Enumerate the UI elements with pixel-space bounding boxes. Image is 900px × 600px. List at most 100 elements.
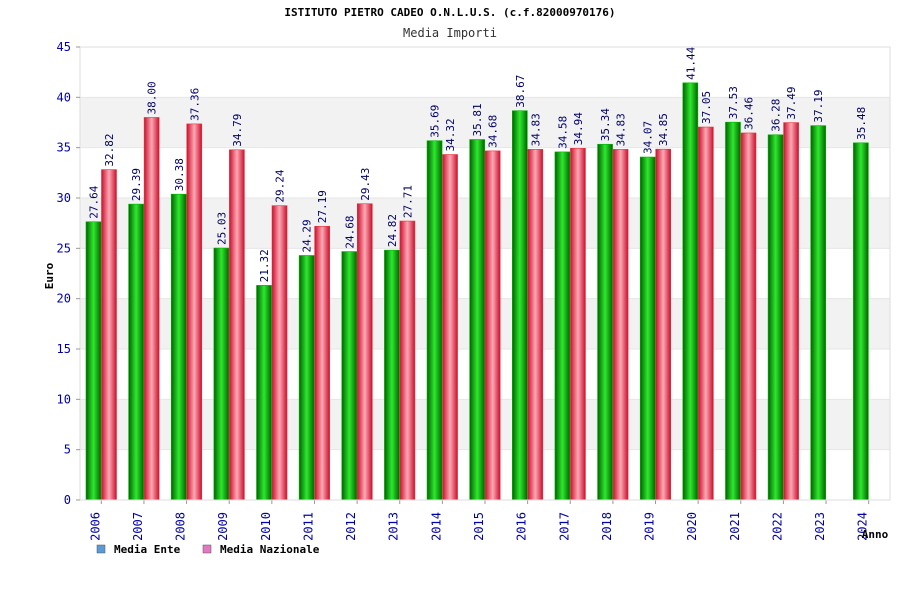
bar-ente-2018 bbox=[597, 143, 613, 501]
bars-layer bbox=[85, 82, 869, 501]
x-tick-label-2012: 2012 bbox=[344, 512, 358, 541]
y-tick-label-15: 15 bbox=[57, 342, 71, 356]
bar-nazionale-2016 bbox=[527, 149, 544, 501]
bar-ente-2011 bbox=[298, 255, 315, 501]
bar-ente-2008 bbox=[170, 193, 187, 501]
value-label-ente-2007: 29.39 bbox=[130, 168, 143, 201]
bar-nazionale-2014 bbox=[442, 154, 458, 501]
value-label-ente-2019: 34.07 bbox=[642, 121, 655, 154]
bar-ente-2006 bbox=[85, 221, 102, 501]
value-label-ente-2022: 36.28 bbox=[770, 99, 783, 132]
chart-title: ISTITUTO PIETRO CADEO O.N.L.U.S. (c.f.82… bbox=[284, 6, 615, 19]
chart-subtitle: Media Importi bbox=[403, 26, 497, 40]
axes-layer: 2006 2007 2008 2009 2010 2011 2012 2013 2014 2015… bbox=[57, 40, 891, 541]
value-label-nazionale-2008: 37.36 bbox=[188, 88, 201, 121]
y-tick-label-40: 40 bbox=[57, 90, 71, 104]
x-tick-label-2014: 2014 bbox=[429, 512, 443, 541]
value-label-nazionale-2007: 38.00 bbox=[146, 81, 159, 114]
y-tick-label-0: 0 bbox=[64, 493, 71, 507]
value-label-ente-2011: 24.29 bbox=[301, 219, 314, 252]
bar-nazionale-2010 bbox=[271, 205, 288, 501]
value-label-nazionale-2006: 32.82 bbox=[103, 133, 116, 166]
x-tick-label-2018: 2018 bbox=[600, 512, 614, 541]
legend-swatch-nazionale bbox=[202, 544, 212, 554]
value-label-nazionale-2018: 34.83 bbox=[615, 113, 628, 146]
x-tick-label-2021: 2021 bbox=[728, 512, 742, 541]
value-label-ente-2006: 27.64 bbox=[88, 185, 101, 218]
value-label-ente-2018: 35.34 bbox=[599, 108, 612, 141]
y-tick-label-10: 10 bbox=[57, 392, 71, 406]
value-label-nazionale-2014: 34.32 bbox=[444, 118, 457, 151]
bar-nazionale-2012 bbox=[356, 203, 373, 501]
value-label-ente-2016: 38.67 bbox=[514, 75, 527, 108]
bar-nazionale-2022 bbox=[783, 122, 799, 501]
data-labels-layer: 27.64 32.82 29.39 38.00 30.38 37.36 25.03 34.79… bbox=[88, 46, 868, 282]
x-tick-label-2016: 2016 bbox=[515, 512, 529, 541]
bar-ente-2021 bbox=[725, 121, 741, 501]
value-label-nazionale-2009: 34.79 bbox=[231, 114, 244, 147]
value-label-nazionale-2020: 37.05 bbox=[700, 91, 713, 124]
value-label-nazionale-2012: 29.43 bbox=[359, 168, 372, 201]
x-tick-label-2010: 2010 bbox=[259, 512, 273, 541]
value-label-ente-2009: 25.03 bbox=[215, 212, 228, 245]
value-label-ente-2021: 37.53 bbox=[727, 86, 740, 119]
bar-ente-2022 bbox=[767, 134, 784, 501]
x-tick-label-2019: 2019 bbox=[643, 512, 657, 541]
value-label-nazionale-2010: 29.24 bbox=[274, 169, 287, 202]
x-axis-label: Anno bbox=[862, 528, 889, 541]
value-label-ente-2013: 24.82 bbox=[386, 214, 399, 247]
value-label-nazionale-2021: 36.46 bbox=[742, 97, 755, 130]
value-label-nazionale-2013: 27.71 bbox=[401, 185, 414, 218]
bar-ente-2010 bbox=[256, 285, 272, 501]
value-label-ente-2008: 30.38 bbox=[173, 158, 186, 191]
legend: Media Ente Media Nazionale bbox=[96, 543, 320, 556]
bar-ente-2015 bbox=[469, 139, 485, 501]
x-tick-label-2015: 2015 bbox=[472, 512, 486, 541]
x-tick-label-2009: 2009 bbox=[216, 512, 230, 541]
bar-ente-2016 bbox=[512, 110, 528, 501]
value-label-ente-2017: 34.58 bbox=[556, 116, 569, 149]
bar-nazionale-2018 bbox=[612, 149, 629, 501]
value-label-ente-2015: 35.81 bbox=[471, 103, 484, 136]
y-tick-label-20: 20 bbox=[57, 292, 71, 306]
legend-label-ente: Media Ente bbox=[114, 543, 181, 556]
bar-ente-2012 bbox=[341, 251, 358, 501]
x-tick-label-2013: 2013 bbox=[387, 512, 401, 541]
bar-ente-2007 bbox=[128, 203, 144, 501]
value-label-nazionale-2017: 34.94 bbox=[572, 112, 585, 145]
bar-ente-2023 bbox=[810, 125, 827, 501]
x-tick-label-2023: 2023 bbox=[813, 512, 827, 541]
x-tick-label-2011: 2011 bbox=[301, 512, 315, 541]
bar-ente-2024 bbox=[853, 142, 869, 501]
bar-ente-2014 bbox=[426, 140, 443, 501]
bar-ente-2019 bbox=[639, 156, 656, 501]
x-tick-label-2017: 2017 bbox=[557, 512, 571, 541]
y-axis-label: Euro bbox=[43, 262, 56, 289]
value-label-ente-2012: 24.68 bbox=[343, 215, 356, 248]
y-tick-label-35: 35 bbox=[57, 141, 71, 155]
bar-nazionale-2020 bbox=[698, 126, 714, 501]
bar-nazionale-2009 bbox=[229, 149, 245, 501]
value-label-ente-2010: 21.32 bbox=[258, 249, 271, 282]
y-tick-label-5: 5 bbox=[64, 443, 71, 457]
bar-ente-2020 bbox=[682, 82, 699, 501]
x-tick-label-2020: 2020 bbox=[685, 512, 699, 541]
value-label-ente-2014: 35.69 bbox=[429, 105, 442, 138]
bar-nazionale-2013 bbox=[399, 220, 416, 501]
x-tick-label-2006: 2006 bbox=[88, 512, 102, 541]
x-tick-label-2024: 2024 bbox=[856, 512, 870, 541]
bar-nazionale-2006 bbox=[101, 169, 117, 501]
bar-ente-2017 bbox=[554, 151, 571, 501]
bar-nazionale-2017 bbox=[570, 147, 586, 501]
value-label-nazionale-2019: 34.85 bbox=[657, 113, 670, 146]
bar-nazionale-2007 bbox=[143, 117, 160, 501]
bar-ente-2013 bbox=[384, 249, 400, 501]
x-tick-label-2008: 2008 bbox=[174, 512, 188, 541]
legend-swatch-ente bbox=[96, 544, 106, 554]
bar-nazionale-2008 bbox=[186, 123, 203, 501]
x-tick-label-2007: 2007 bbox=[131, 512, 145, 541]
bar-nazionale-2011 bbox=[314, 225, 330, 501]
y-tick-label-30: 30 bbox=[57, 191, 71, 205]
value-label-ente-2023: 37.19 bbox=[812, 89, 825, 122]
